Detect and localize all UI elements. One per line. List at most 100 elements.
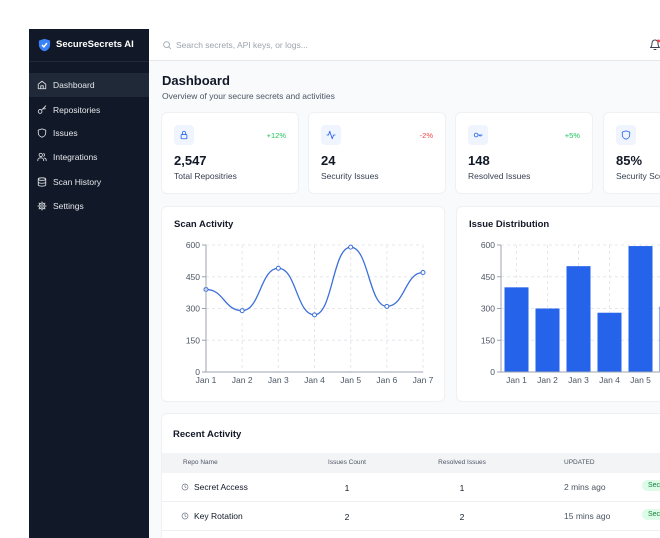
point: [312, 312, 317, 318]
resolved-count: 2: [459, 512, 465, 522]
y-tick-label: 600: [186, 240, 200, 250]
logo: [38, 38, 51, 52]
nav-icon: [37, 80, 47, 90]
search-input[interactable]: Search secrets, API keys, or logs...: [176, 40, 308, 50]
x-tick-label: Jan 5: [340, 375, 361, 385]
table-row[interactable]: Key Rotation 2 2 15 mins ago Secure: [162, 502, 660, 531]
icon: [180, 130, 188, 140]
y-tick-label: 150: [186, 335, 200, 345]
bar: [628, 246, 653, 372]
stat-change: +5%: [564, 131, 580, 140]
x-tick-label: Jan 2: [537, 375, 558, 385]
stat-value: 148: [468, 153, 490, 168]
repo-name: Key Rotation: [194, 511, 243, 521]
y-tick-label: 0: [490, 367, 495, 377]
nav-icon: [37, 177, 47, 187]
brand: SecureSecrets AI: [56, 39, 134, 50]
nav-item[interactable]: Repositories: [29, 98, 149, 122]
x-tick-label: Jan 7: [413, 375, 434, 385]
table-header: [162, 453, 660, 473]
chart-title: Issue Distribution: [469, 219, 550, 230]
x-tick-label: Jan 3: [268, 375, 289, 385]
clock-icon: [181, 483, 189, 491]
notifications[interactable]: [649, 39, 660, 51]
y-tick-label: 300: [186, 304, 200, 314]
table-row[interactable]: Secret Access 1 1 2 mins ago Secure: [162, 473, 660, 502]
chart-title: Scan Activity: [174, 219, 234, 230]
chart-card: Issue Distribution 0 150 300 450 600 Jan 1 Jan …: [457, 207, 660, 401]
table-title: Recent Activity: [173, 429, 242, 440]
nav-icon: [37, 105, 47, 114]
chart-card: Scan Activity 0 150 300 450 600 Jan 1 Jan 2 Jan …: [162, 207, 444, 401]
x-tick-label: Jan 4: [599, 375, 620, 385]
nav-item[interactable]: Settings: [29, 194, 149, 218]
nav-label: Dashboard: [53, 80, 95, 90]
page-subtitle: Overview of your secure secrets and acti…: [162, 91, 335, 101]
stat-label: Security Issues: [321, 171, 379, 181]
top-bar: [149, 29, 660, 61]
y-tick-label: 0: [195, 367, 200, 377]
bar: [566, 266, 591, 372]
search-icon: [163, 41, 172, 50]
column-header: Issues Count: [328, 459, 366, 466]
updated: 2 mins ago: [564, 482, 606, 492]
nav-label: Scan History: [53, 177, 102, 187]
column-header: UPDATED: [564, 459, 595, 466]
stat-card: +5% 148 Resolved Issues: [456, 113, 592, 193]
nav-item[interactable]: Scan History: [29, 170, 149, 194]
icon: [621, 130, 631, 140]
repo-name: Secret Access: [194, 482, 248, 492]
point: [239, 308, 245, 314]
icon: [473, 132, 483, 138]
column-header: Resolved Issues: [438, 459, 486, 466]
y-tick-label: 150: [481, 335, 495, 345]
stat-label: Security Score: [616, 171, 660, 181]
nav-item[interactable]: Dashboard: [29, 73, 149, 97]
table-card: Recent Activity Repo Name Issues Count Reso…: [162, 414, 660, 538]
y-tick-label: 600: [481, 240, 495, 250]
x-tick-label: Jan 4: [304, 375, 325, 385]
x-tick-label: Jan 1: [506, 375, 527, 385]
stat-change: +12%: [266, 131, 286, 140]
status-badge: Secure: [642, 509, 660, 520]
stat-label: Resolved Issues: [468, 171, 531, 181]
bar: [535, 308, 560, 372]
nav-label: Integrations: [53, 152, 98, 162]
point: [420, 270, 426, 276]
issues-count: 2: [344, 512, 350, 522]
y-tick-label: 300: [481, 304, 495, 314]
nav-label: Issues: [53, 128, 78, 138]
stat-value: 24: [321, 153, 336, 168]
point: [348, 244, 354, 250]
y-tick-label: 450: [481, 272, 495, 282]
stat-label: Total Repositries: [174, 171, 237, 181]
x-tick-label: Jan 1: [196, 375, 217, 385]
bar: [504, 287, 529, 372]
point: [384, 303, 390, 309]
stat-icon: [468, 125, 488, 145]
updated: 15 mins ago: [564, 511, 611, 521]
nav-label: Repositories: [53, 105, 101, 115]
nav-label: Settings: [53, 201, 84, 211]
point: [275, 265, 281, 271]
x-tick-label: Jan 5: [630, 375, 651, 385]
stat-card: -2% 24 Security Issues: [309, 113, 445, 193]
status-badge: Secure: [642, 480, 660, 491]
sidebar: [29, 29, 149, 538]
stat-value: 2,547: [174, 153, 207, 168]
bar: [597, 312, 622, 372]
nav-item[interactable]: Issues: [29, 121, 149, 145]
x-tick-label: Jan 6: [376, 375, 397, 385]
stat-value: 85%: [616, 153, 643, 168]
page-title: Dashboard: [162, 73, 230, 88]
nav-item[interactable]: Integrations: [29, 145, 149, 169]
stat-icon: [174, 125, 194, 145]
issues-count: 1: [344, 483, 350, 493]
nav-icon: [37, 128, 47, 138]
nav-icon: [37, 201, 47, 211]
nav-icon: [37, 152, 47, 162]
stat-card: 85% Security Score: [604, 113, 660, 193]
x-tick-label: Jan 2: [232, 375, 253, 385]
